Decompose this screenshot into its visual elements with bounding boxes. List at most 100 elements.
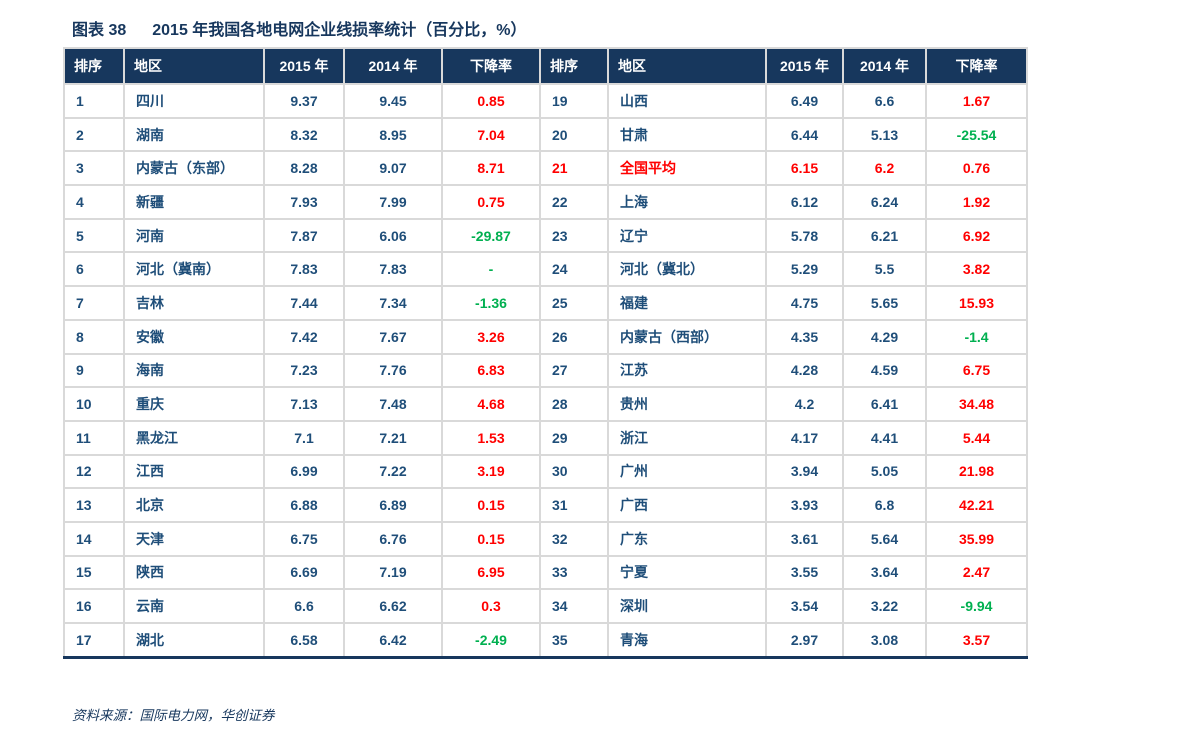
- cell-decline-rate: 0.76: [925, 150, 1028, 187]
- cell-decline-rate: 3.82: [925, 251, 1028, 288]
- cell-2015-value: 3.61: [765, 520, 844, 557]
- cell-2014-value: 6.76: [343, 520, 443, 557]
- cell-rank: 25: [539, 285, 609, 321]
- cell-2014-value: 5.64: [842, 520, 927, 557]
- figure-number-label: 图表 38: [72, 22, 127, 39]
- cell-decline-rate: 1.53: [441, 419, 541, 456]
- cell-decline-rate: -29.87: [441, 217, 541, 254]
- cell-region: 甘肃: [607, 116, 767, 153]
- cell-region: 贵州: [607, 386, 767, 422]
- cell-2014-value: 6.06: [343, 217, 443, 254]
- cell-rank: 22: [539, 184, 609, 220]
- cell-2015-value: 7.42: [263, 318, 345, 355]
- cell-rank: 15: [63, 554, 125, 591]
- table-row: 9 海南 7.23 7.76 6.83 27 江苏 4.28 4.59 6.75: [63, 352, 1028, 389]
- table-row: 12 江西 6.99 7.22 3.19 30 广州 3.94 5.05 21.98: [63, 453, 1028, 490]
- cell-rank: 10: [63, 386, 125, 422]
- cell-rank: 11: [63, 419, 125, 456]
- cell-rank: 14: [63, 520, 125, 557]
- cell-rank: 30: [539, 453, 609, 490]
- table-header: 排序 地区 2015 年 2014 年下降率 排序 地区 2015 年 2014 年下降率: [63, 47, 1028, 85]
- column-header: 地区: [607, 47, 767, 85]
- cell-decline-rate: -1.4: [925, 318, 1028, 355]
- cell-region: 四川: [123, 83, 265, 119]
- column-header: 2015 年: [765, 47, 844, 85]
- column-header: 地区: [123, 47, 265, 85]
- table-header-row: 排序 地区 2015 年 2014 年下降率 排序 地区 2015 年 2014 年下降率: [63, 47, 1028, 85]
- cell-region: 全国平均: [607, 150, 767, 187]
- cell-2015-value: 7.1: [263, 419, 345, 456]
- cell-rank: 23: [539, 217, 609, 254]
- cell-2015-value: 6.15: [765, 150, 844, 187]
- cell-rank: 31: [539, 487, 609, 523]
- cell-2015-value: 6.58: [263, 621, 345, 659]
- cell-2015-value: 9.37: [263, 83, 345, 119]
- cell-2014-value: 9.45: [343, 83, 443, 119]
- cell-rank: 13: [63, 487, 125, 523]
- cell-region: 河南: [123, 217, 265, 254]
- column-header: 2014 年: [343, 47, 443, 85]
- cell-region: 江苏: [607, 352, 767, 389]
- cell-region: 湖北: [123, 621, 265, 659]
- cell-region: 浙江: [607, 419, 767, 456]
- cell-2014-value: 3.22: [842, 588, 927, 624]
- table-row: 13 北京 6.88 6.89 0.15 31 广西 3.93 6.8 42.21: [63, 487, 1028, 523]
- cell-decline-rate: 6.75: [925, 352, 1028, 389]
- cell-decline-rate: 35.99: [925, 520, 1028, 557]
- cell-rank: 28: [539, 386, 609, 422]
- cell-2015-value: 3.94: [765, 453, 844, 490]
- table-row: 17 湖北 6.58 6.42 -2.49 35 青海 2.97 3.08 3.57: [63, 621, 1028, 659]
- cell-decline-rate: 3.57: [925, 621, 1028, 659]
- cell-decline-rate: 8.71: [441, 150, 541, 187]
- cell-2015-value: 4.28: [765, 352, 844, 389]
- cell-2014-value: 5.13: [842, 116, 927, 153]
- cell-2014-value: 6.24: [842, 184, 927, 220]
- cell-2014-value: 6.41: [842, 386, 927, 422]
- cell-2014-value: 4.41: [842, 419, 927, 456]
- figure-title: 图表 38 2015 年我国各地电网企业线损率统计（百分比，%）: [72, 16, 527, 40]
- cell-decline-rate: -1.36: [441, 285, 541, 321]
- cell-2014-value: 7.19: [343, 554, 443, 591]
- cell-decline-rate: 3.26: [441, 318, 541, 355]
- table-row: 5 河南 7.87 6.06 -29.87 23 辽宁 5.78 6.21 6.92: [63, 217, 1028, 254]
- table-row: 16 云南 6.6 6.62 0.3 34 深圳 3.54 3.22 -9.94: [63, 588, 1028, 624]
- cell-2014-value: 7.22: [343, 453, 443, 490]
- cell-2014-value: 5.5: [842, 251, 927, 288]
- cell-rank: 32: [539, 520, 609, 557]
- cell-decline-rate: 4.68: [441, 386, 541, 422]
- cell-2015-value: 3.55: [765, 554, 844, 591]
- cell-2015-value: 6.6: [263, 588, 345, 624]
- cell-2015-value: 6.49: [765, 83, 844, 119]
- cell-region: 陕西: [123, 554, 265, 591]
- table-row: 11 黑龙江 7.1 7.21 1.53 29 浙江 4.17 4.41 5.44: [63, 419, 1028, 456]
- table-row: 1 四川 9.37 9.45 0.85 19 山西 6.49 6.6 1.67: [63, 83, 1028, 119]
- cell-decline-rate: 6.95: [441, 554, 541, 591]
- cell-2015-value: 3.93: [765, 487, 844, 523]
- cell-region: 宁夏: [607, 554, 767, 591]
- cell-decline-rate: -: [441, 251, 541, 288]
- cell-decline-rate: -9.94: [925, 588, 1028, 624]
- cell-2014-value: 6.8: [842, 487, 927, 523]
- cell-rank: 24: [539, 251, 609, 288]
- cell-2015-value: 7.23: [263, 352, 345, 389]
- cell-rank: 6: [63, 251, 125, 288]
- cell-rank: 26: [539, 318, 609, 355]
- cell-decline-rate: 1.67: [925, 83, 1028, 119]
- cell-2015-value: 7.44: [263, 285, 345, 321]
- cell-region: 广东: [607, 520, 767, 557]
- cell-decline-rate: 34.48: [925, 386, 1028, 422]
- cell-region: 吉林: [123, 285, 265, 321]
- cell-2015-value: 6.69: [263, 554, 345, 591]
- column-header: 排序: [63, 47, 125, 85]
- cell-region: 新疆: [123, 184, 265, 220]
- cell-decline-rate: 5.44: [925, 419, 1028, 456]
- cell-rank: 1: [63, 83, 125, 119]
- cell-2014-value: 3.08: [842, 621, 927, 659]
- cell-rank: 21: [539, 150, 609, 187]
- cell-2014-value: 4.29: [842, 318, 927, 355]
- table-row: 10 重庆 7.13 7.48 4.68 28 贵州 4.2 6.41 34.48: [63, 386, 1028, 422]
- column-header: 2014 年: [842, 47, 927, 85]
- cell-2014-value: 9.07: [343, 150, 443, 187]
- cell-2014-value: 7.48: [343, 386, 443, 422]
